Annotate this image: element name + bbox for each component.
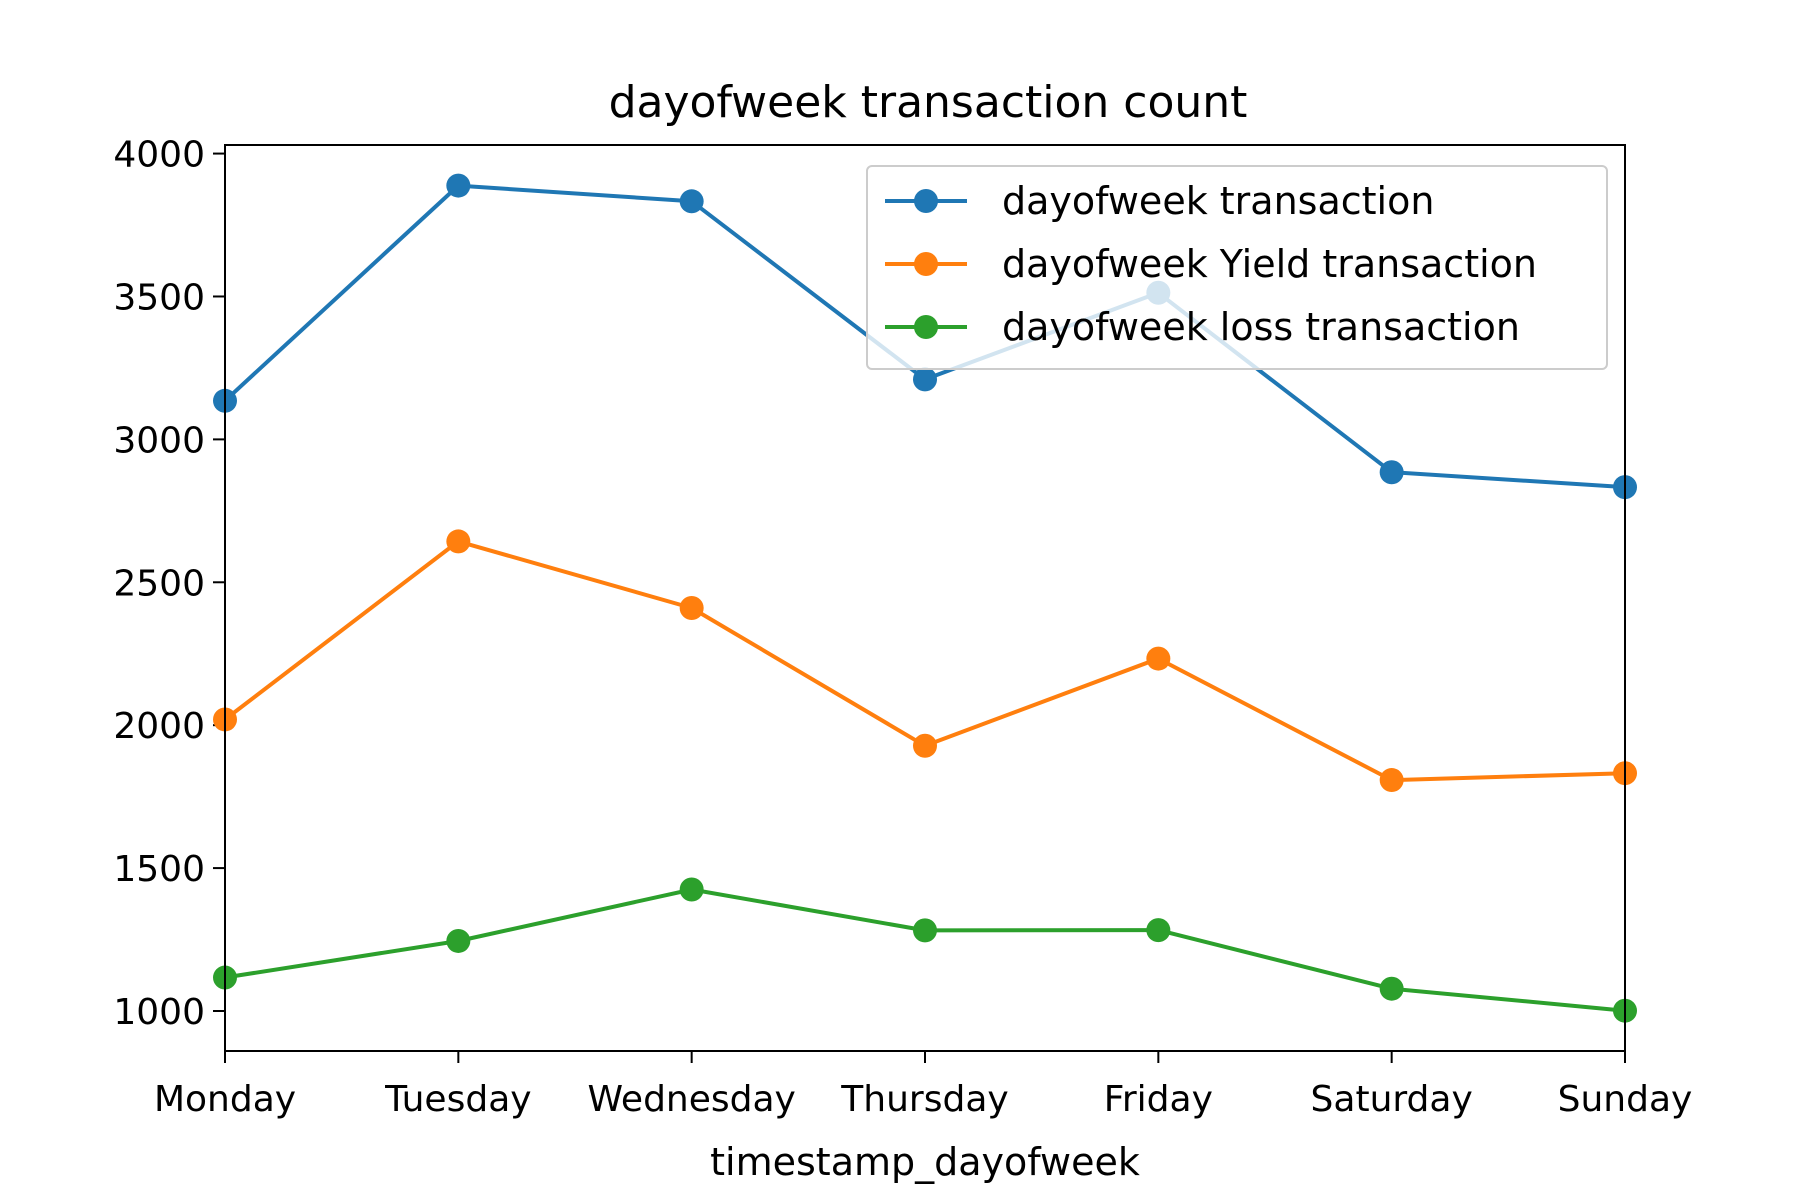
y-tick-label: 1000 [113, 992, 205, 1033]
data-point [679, 596, 704, 621]
data-point [1379, 460, 1404, 485]
data-point [1379, 768, 1404, 793]
y-tick-label: 4000 [113, 135, 205, 176]
data-point [1379, 976, 1404, 1001]
chart-title: dayofweek transaction count [609, 77, 1248, 128]
legend-label: dayofweek Yield transaction [1002, 242, 1537, 286]
data-point [446, 173, 471, 198]
data-point [1146, 646, 1171, 671]
legend-marker [914, 189, 938, 213]
x-tick-label: Wednesday [587, 1079, 795, 1120]
data-point [679, 877, 704, 902]
x-axis: Monday Tuesday Wednesday Thursday Friday Satu… [154, 1051, 1692, 1120]
x-tick-label: Thursday [840, 1079, 1008, 1120]
legend-item: dayofweek Yield transaction [885, 242, 1537, 286]
x-tick-label: Tuesday [384, 1079, 531, 1120]
legend-marker [914, 252, 938, 276]
plot-area-frame [224, 144, 1626, 1052]
legend-item: dayofweek transaction [885, 179, 1434, 223]
legend-marker [914, 315, 938, 339]
x-tick-label: Friday [1104, 1079, 1213, 1120]
legend-item: dayofweek loss transaction [885, 305, 1520, 349]
data-point [446, 529, 471, 554]
legend-box [866, 165, 1608, 370]
legend: dayofweek transaction dayofweek Yield tra… [866, 165, 1608, 370]
data-point [1146, 918, 1171, 943]
data-point [679, 189, 704, 214]
data-point [913, 733, 937, 758]
y-tick-label: 2000 [113, 706, 205, 747]
y-tick-label: 3000 [113, 420, 205, 461]
x-tick-label: Monday [154, 1079, 296, 1120]
data-point [446, 928, 471, 953]
x-tick-label: Saturday [1311, 1079, 1473, 1120]
y-axis: 1000 1500 2000 2500 3000 3500 4000 [113, 135, 225, 1033]
y-tick-label: 1500 [113, 849, 205, 890]
x-axis-label: timestamp_dayofweek [710, 1140, 1140, 1184]
y-tick-label: 3500 [113, 277, 205, 318]
legend-label: dayofweek loss transaction [1002, 305, 1520, 349]
series-2 [213, 529, 1637, 793]
legend-label: dayofweek transaction [1002, 179, 1434, 223]
x-tick-label: Sunday [1558, 1079, 1693, 1120]
y-tick-label: 2500 [113, 563, 205, 604]
data-point [913, 367, 937, 392]
data-point [913, 918, 937, 943]
